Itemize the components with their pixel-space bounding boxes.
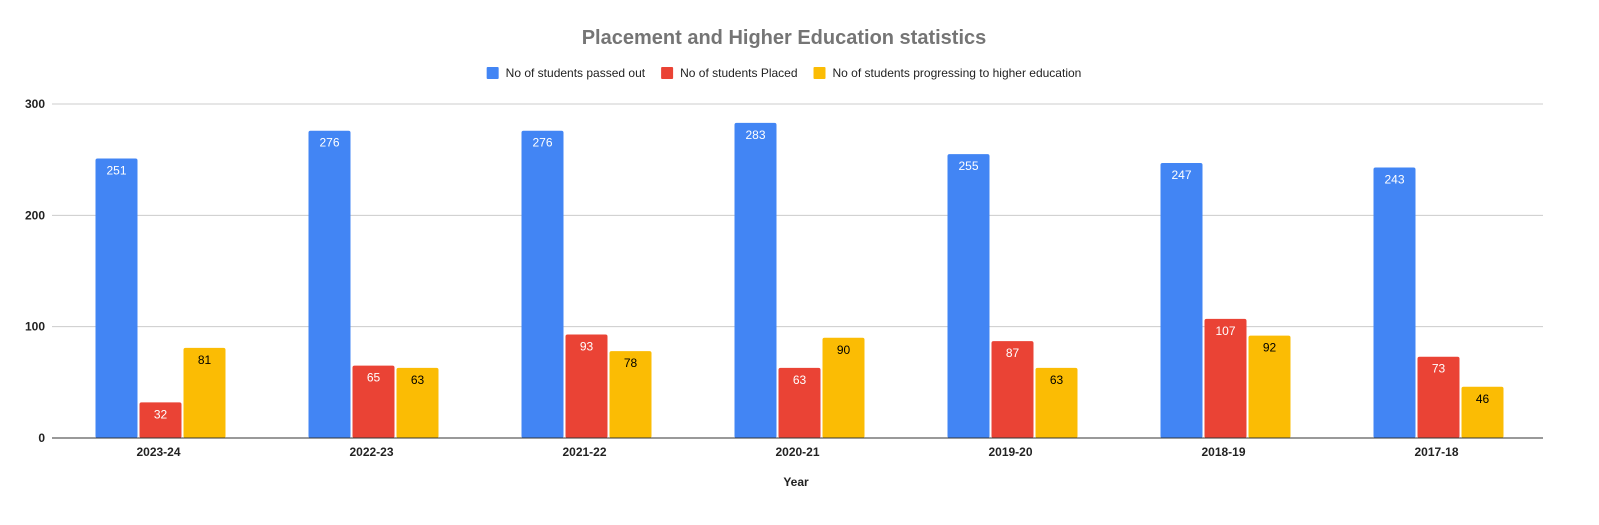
bar <box>609 351 652 438</box>
data-label: 78 <box>624 356 638 370</box>
data-label: 107 <box>1215 324 1235 338</box>
data-label: 32 <box>154 407 168 421</box>
legend-label: No of students progressing to higher edu… <box>833 66 1082 80</box>
bar <box>183 347 226 438</box>
legend-swatch <box>486 67 499 79</box>
bar <box>734 122 777 438</box>
data-label: 243 <box>1384 172 1404 186</box>
data-label: 63 <box>1050 373 1064 387</box>
bar <box>1417 356 1460 438</box>
bars: 251 32 81 276 65 63 276 93 78 283 63 90 255 87 63 247 10… <box>95 122 1504 439</box>
x-tick-label: 2017-18 <box>1414 445 1458 459</box>
x-tick-label: 2018-19 <box>1201 445 1245 459</box>
data-label: 276 <box>319 136 339 150</box>
data-label: 46 <box>1476 392 1490 406</box>
x-axis: 2023-24 2022-23 2021-22 2020-21 2019-20 2018-… <box>52 437 1543 459</box>
bar <box>352 365 395 438</box>
y-axis: 0 100 200 300 <box>25 97 45 445</box>
legend-label: No of students Placed <box>680 66 797 80</box>
y-tick-label: 0 <box>38 431 45 445</box>
legend-item: No of students Placed <box>661 66 798 80</box>
bar <box>1035 367 1078 438</box>
y-tick-label: 300 <box>25 97 45 111</box>
bar <box>1248 335 1291 438</box>
data-label: 92 <box>1263 341 1277 355</box>
y-tick-label: 200 <box>25 208 45 222</box>
data-label: 87 <box>1006 346 1020 360</box>
bar <box>1373 167 1416 438</box>
bar <box>396 367 439 438</box>
data-label: 90 <box>837 343 851 357</box>
bar <box>822 337 865 438</box>
legend-label: No of students passed out <box>506 66 646 80</box>
bar <box>1160 163 1203 439</box>
x-tick-label: 2023-24 <box>136 445 180 459</box>
data-label: 255 <box>958 159 978 173</box>
legend-item: No of students passed out <box>486 66 646 80</box>
x-tick-label: 2021-22 <box>562 445 606 459</box>
data-label: 251 <box>106 164 126 178</box>
bar <box>139 402 182 438</box>
legend-swatch <box>813 67 826 79</box>
x-tick-label: 2022-23 <box>349 445 393 459</box>
data-label: 63 <box>411 373 425 387</box>
data-label: 283 <box>745 128 765 142</box>
bar <box>947 154 990 438</box>
bar <box>308 130 351 438</box>
gridlines <box>52 103 1543 328</box>
legend-item: No of students progressing to higher edu… <box>813 66 1082 80</box>
bar <box>991 341 1034 438</box>
data-label: 276 <box>532 136 552 150</box>
bar <box>1204 318 1247 438</box>
bar <box>565 334 608 438</box>
x-tick-label: 2019-20 <box>988 445 1032 459</box>
legend-swatch <box>661 67 674 79</box>
data-label: 93 <box>580 339 594 353</box>
data-label: 65 <box>367 371 381 385</box>
bar <box>778 367 821 438</box>
x-tick-label: 2020-21 <box>775 445 819 459</box>
legend: No of students passed out No of students … <box>486 66 1082 80</box>
data-label: 63 <box>793 373 807 387</box>
data-label: 81 <box>198 353 212 367</box>
data-label: 247 <box>1171 168 1191 182</box>
bar <box>521 130 564 438</box>
y-tick-label: 100 <box>25 320 45 334</box>
data-label: 73 <box>1432 362 1446 376</box>
chart-title: Placement and Higher Education statistic… <box>582 27 987 49</box>
bar <box>95 158 138 438</box>
bar <box>1461 386 1504 438</box>
x-axis-title: Year <box>783 475 809 489</box>
